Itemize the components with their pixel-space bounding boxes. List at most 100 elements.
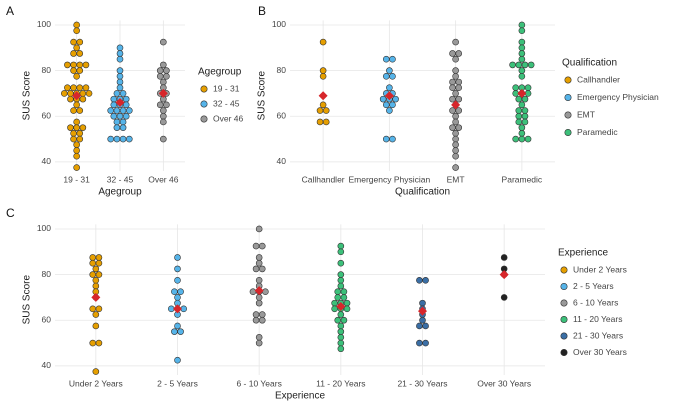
- data-dot: [252, 311, 260, 318]
- data-dot: [116, 84, 124, 92]
- data-dot: [89, 254, 97, 261]
- data-dot: [79, 124, 87, 131]
- data-dot: [255, 299, 263, 307]
- data-dot: [174, 322, 181, 330]
- data-dot: [160, 135, 167, 143]
- data-dot: [389, 55, 396, 63]
- x-tick-label: Over 46: [148, 174, 179, 184]
- data-dot: [319, 73, 327, 80]
- data-dot: [389, 101, 396, 109]
- data-dot: [113, 124, 121, 131]
- x-tick-label: 11 - 20 Years: [316, 378, 365, 388]
- data-dot: [521, 112, 529, 120]
- data-dot: [70, 67, 77, 74]
- legend-key: [564, 94, 572, 102]
- x-axis-title: Experience: [275, 391, 325, 402]
- data-dot: [389, 135, 396, 143]
- data-dot: [419, 299, 426, 307]
- data-dot: [73, 152, 80, 160]
- data-dot: [422, 339, 429, 347]
- mean-marker: [517, 88, 527, 98]
- data-dot: [73, 73, 80, 80]
- x-tick-label: 6 - 10 Years: [236, 378, 281, 388]
- data-dot: [119, 90, 127, 97]
- data-dot: [515, 107, 523, 114]
- mean-marker: [91, 292, 101, 302]
- data-dot: [337, 334, 345, 341]
- data-dot: [70, 50, 77, 57]
- data-dot: [386, 84, 393, 92]
- data-dot: [452, 135, 459, 143]
- legend-label: 11 - 20 Years: [573, 314, 622, 324]
- y-tick-label: 100: [272, 19, 286, 29]
- data-dot: [449, 84, 456, 92]
- data-dot: [70, 61, 77, 69]
- y-tick-label: 40: [42, 156, 52, 166]
- data-dot: [92, 322, 100, 330]
- data-dot: [116, 67, 124, 74]
- data-dot: [452, 130, 459, 137]
- data-dot: [518, 67, 526, 74]
- data-dot: [89, 259, 97, 267]
- legend-key: [560, 299, 568, 307]
- data-dot: [76, 130, 84, 137]
- data-dot: [116, 73, 124, 80]
- legend-label: Over 46: [213, 113, 244, 123]
- data-dot: [73, 141, 80, 149]
- legend-label: 21 - 30 Years: [573, 330, 623, 340]
- data-dot: [382, 101, 390, 109]
- data-dot: [340, 316, 348, 324]
- legend-key: [560, 266, 568, 274]
- panel-label: C: [6, 206, 15, 220]
- y-tick-label: 100: [37, 19, 51, 29]
- data-dot: [386, 107, 393, 114]
- data-dot: [455, 84, 463, 92]
- data-dot: [337, 277, 345, 284]
- data-dot: [122, 95, 130, 103]
- data-dot: [515, 61, 523, 69]
- data-dot: [518, 73, 526, 80]
- data-dot: [337, 311, 345, 318]
- data-dot: [331, 299, 338, 307]
- data-dot: [319, 38, 327, 46]
- x-tick-label: 32 - 45: [107, 174, 134, 184]
- legend-key: [564, 111, 572, 119]
- x-tick-label: Paramedic: [502, 174, 543, 184]
- data-dot: [122, 101, 130, 109]
- data-dot: [452, 141, 459, 149]
- data-dot: [113, 118, 121, 126]
- data-dot: [343, 305, 351, 313]
- data-dot: [255, 259, 263, 267]
- mean-marker: [254, 286, 264, 296]
- data-dot: [160, 107, 167, 114]
- data-dot: [334, 288, 342, 296]
- data-dot: [382, 73, 390, 80]
- x-axis-title: Qualification: [395, 187, 450, 198]
- legend-label: EMT: [577, 109, 595, 119]
- data-dot: [518, 27, 526, 34]
- data-dot: [70, 135, 77, 143]
- data-dot: [518, 21, 526, 29]
- data-dot: [107, 107, 114, 114]
- data-dot: [73, 118, 80, 126]
- legend-key: [200, 85, 208, 93]
- data-dot: [334, 316, 342, 324]
- legend-label: 6 - 10 Years: [573, 297, 618, 307]
- data-dot: [119, 118, 127, 126]
- data-dot: [95, 271, 103, 278]
- mean-marker: [336, 302, 346, 312]
- legend-label: Paramedic: [577, 127, 618, 137]
- data-dot: [156, 73, 164, 80]
- data-dot: [95, 259, 103, 267]
- data-dot: [422, 322, 429, 330]
- legend-label: 32 - 45: [213, 98, 240, 108]
- data-dot: [512, 135, 519, 143]
- data-dot: [174, 254, 181, 261]
- data-dot: [73, 21, 80, 29]
- data-dot: [64, 84, 71, 92]
- x-tick-label: 19 - 31: [63, 174, 90, 184]
- mean-marker: [115, 98, 125, 108]
- data-dot: [110, 95, 118, 103]
- data-dot: [452, 67, 459, 74]
- data-dot: [174, 265, 181, 273]
